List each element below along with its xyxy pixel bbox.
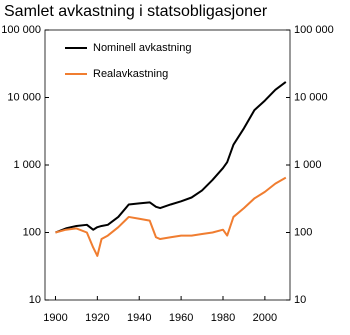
- x-tick-label: 1980: [211, 312, 235, 324]
- y2-tick-label: 1 000: [294, 159, 322, 171]
- y-tick-label: 10: [29, 294, 41, 306]
- y2-tick-label: 100 000: [294, 24, 334, 36]
- x-tick-label: 1960: [169, 312, 193, 324]
- x-tick-label: 1940: [127, 312, 151, 324]
- series-line: [55, 81, 287, 234]
- legend-label: Nominell avkastning: [93, 42, 191, 54]
- y-tick-label: 1 000: [13, 159, 41, 171]
- x-tick-label: 1900: [43, 312, 67, 324]
- y-tick-label: 10 000: [7, 91, 41, 103]
- y-tick-label: 100 000: [1, 24, 41, 36]
- x-tick-label: 1920: [85, 312, 109, 324]
- series-line: [55, 176, 287, 257]
- y2-tick-label: 100: [294, 226, 312, 238]
- y2-tick-label: 10 000: [294, 91, 328, 103]
- y2-tick-label: 10: [294, 294, 306, 306]
- legend-label: Realavkastning: [93, 68, 168, 80]
- y-tick-label: 100: [23, 226, 41, 238]
- chart-title: Samlet avkastning i statsobligasjoner: [4, 3, 268, 20]
- x-tick-label: 2000: [253, 312, 277, 324]
